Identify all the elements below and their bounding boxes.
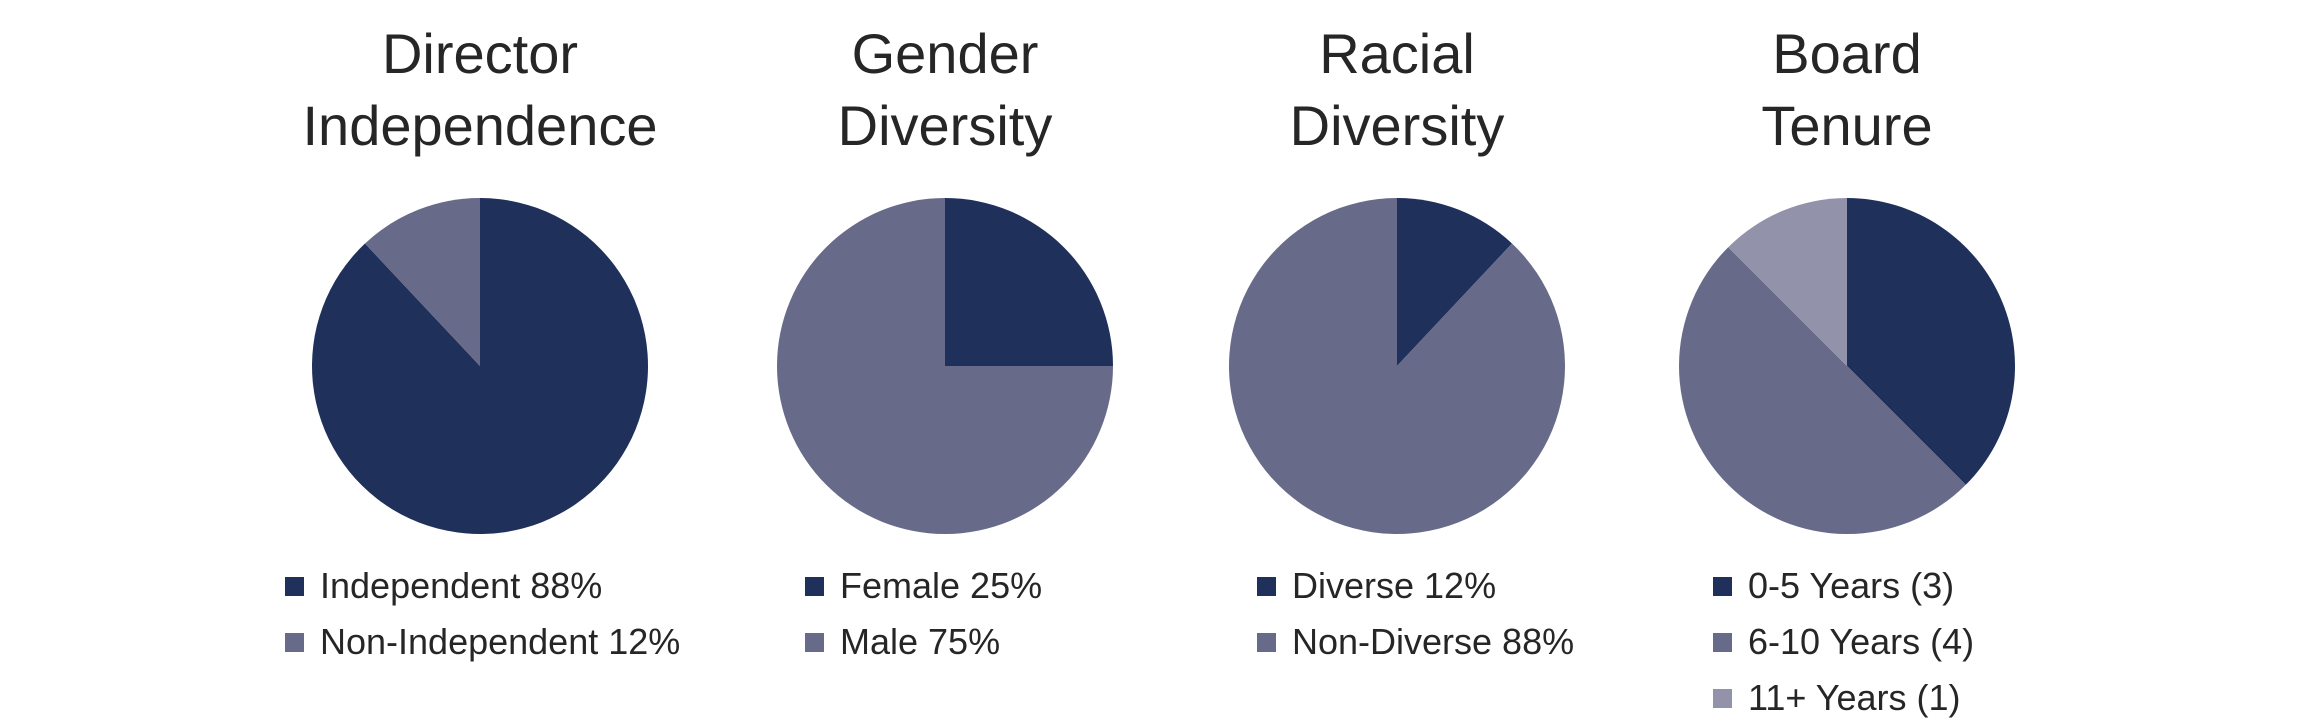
chart-title-line: Gender <box>851 22 1039 85</box>
chart-panel-racial-diversity: Racial Diversity Diverse 12% Non-Diverse… <box>1117 0 1677 725</box>
pie-slice <box>1679 247 1966 534</box>
chart-title-line: Diversity <box>837 94 1053 157</box>
legend-swatch <box>1713 632 1732 652</box>
chart-title: Board Tenure <box>1567 18 2127 162</box>
pie-slice <box>364 198 480 366</box>
legend-label: Diverse 12% <box>1292 565 1497 606</box>
legend-item: Diverse 12% <box>1257 558 1574 614</box>
chart-legend: Female 25% Male 75% <box>805 558 1042 670</box>
pie-slice <box>311 198 648 534</box>
chart-title-line: Racial <box>1319 22 1475 85</box>
chart-legend: Diverse 12% Non-Diverse 88% <box>1257 558 1574 670</box>
legend-item: Female 25% <box>805 558 1042 614</box>
legend-label: Non-Diverse 88% <box>1292 621 1575 662</box>
pie-chart <box>777 198 1113 534</box>
legend-label: Non-Independent 12% <box>320 621 681 662</box>
legend-swatch <box>1257 632 1276 652</box>
legend-swatch <box>285 632 304 652</box>
legend-label: Male 75% <box>840 621 1001 662</box>
chart-title-line: Independence <box>302 94 658 157</box>
chart-legend: Independent 88% Non-Independent 12% <box>285 558 680 670</box>
chart-title-line: Board <box>1772 22 1922 85</box>
pie-slice <box>945 198 1113 366</box>
legend-item: Independent 88% <box>285 558 680 614</box>
pie-slice <box>1397 198 1513 366</box>
pie-slice <box>1229 198 1565 534</box>
chart-title-line: Director <box>381 22 579 85</box>
chart-title: Racial Diversity <box>1117 18 1677 162</box>
pie-slice <box>777 198 1113 534</box>
legend-item: 6-10 Years (4) <box>1713 614 1974 670</box>
pie-chart <box>1229 198 1565 534</box>
chart-panel-gender-diversity: Gender Diversity Female 25% Male 75% <box>665 0 1225 725</box>
legend-item: Non-Diverse 88% <box>1257 614 1574 670</box>
legend-label: 11+ Years (1) <box>1748 677 1961 718</box>
legend-swatch <box>805 576 824 596</box>
chart-title-line: Tenure <box>1761 94 1933 157</box>
pie-chart <box>311 198 648 534</box>
chart-panel-board-tenure: Board Tenure 0-5 Years (3) 6-10 Years (4… <box>1567 0 2127 725</box>
chart-title-line: Diversity <box>1289 94 1505 157</box>
legend-label: 6-10 Years (4) <box>1748 621 1975 662</box>
legend-swatch <box>285 576 304 596</box>
legend-swatch <box>1713 576 1732 596</box>
legend-item: Male 75% <box>805 614 1042 670</box>
legend-swatch <box>1713 688 1732 708</box>
legend-label: Independent 88% <box>320 565 603 606</box>
chart-panel-director-independence: Director Independence Independent 88% No… <box>200 0 760 725</box>
chart-legend: 0-5 Years (3) 6-10 Years (4) 11+ Years (… <box>1713 558 1974 726</box>
legend-swatch <box>1257 576 1276 596</box>
pie-chart <box>1679 198 2015 534</box>
chart-title: Director Independence <box>200 18 760 162</box>
legend-label: Female 25% <box>840 565 1043 606</box>
pie-slice <box>1728 198 1847 366</box>
legend-label: 0-5 Years (3) <box>1748 565 1955 606</box>
pie-slice <box>1847 198 2015 485</box>
legend-swatch <box>805 632 824 652</box>
chart-title: Gender Diversity <box>665 18 1225 162</box>
legend-item: 0-5 Years (3) <box>1713 558 1974 614</box>
legend-item: Non-Independent 12% <box>285 614 680 670</box>
legend-item: 11+ Years (1) <box>1713 670 1974 726</box>
